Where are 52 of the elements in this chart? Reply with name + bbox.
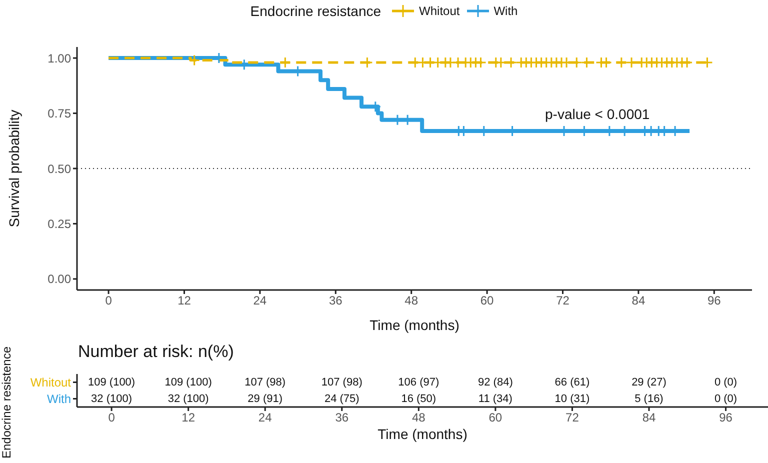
x-tick-label: 36: [335, 410, 349, 425]
text: 109 (100): [88, 376, 136, 388]
text: 0 (0): [714, 376, 738, 388]
text: 16 (50): [401, 392, 436, 405]
text: 29 (91): [248, 392, 283, 405]
y-tick-label: 0.50: [48, 162, 72, 176]
x-tick-label: 36: [328, 294, 343, 308]
x-tick-label: 84: [642, 410, 656, 425]
legend-label: Whitout: [419, 4, 460, 18]
x-tick-label: 96: [707, 294, 722, 308]
y-tick-label: 0.00: [48, 272, 72, 286]
y-axis-title: Endocrine resistence: [0, 346, 14, 459]
x-tick-label: 96: [719, 410, 733, 425]
text: 107 (98): [321, 376, 362, 388]
text: 107 (98): [244, 376, 286, 388]
y-axis-title: Survival probability: [6, 110, 22, 228]
text: 66 (61): [554, 376, 590, 388]
x-tick-label: 0: [105, 294, 112, 308]
legend-label: With: [494, 4, 518, 18]
text: 32 (100): [91, 392, 132, 405]
annotation: p-value < 0.0001: [545, 106, 650, 122]
x-tick-label: 72: [566, 410, 580, 425]
chart-title: Number at risk: n(%): [78, 342, 234, 362]
x-tick-label: 12: [182, 410, 196, 425]
y-tick-label: 0.75: [48, 106, 72, 121]
x-tick-label: 0: [108, 410, 116, 425]
x-tick-label: 84: [632, 294, 646, 308]
legend-title: Endocrine resistance: [250, 3, 382, 19]
text: 24 (75): [324, 392, 360, 405]
text: 29 (27): [632, 376, 666, 388]
x-axis-title: Time (months): [378, 426, 468, 442]
x-axis-title: Time (months): [370, 317, 460, 333]
text: 0 (0): [714, 392, 738, 405]
x-tick-label: 24: [258, 410, 272, 425]
x-tick-label: 60: [488, 410, 502, 425]
text: 10 (31): [554, 392, 590, 405]
x-tick-label: 48: [412, 410, 426, 425]
text: 11 (34): [478, 392, 512, 405]
text: 5 (16): [634, 392, 664, 405]
y-tick-label: 0.25: [48, 216, 72, 231]
text: 106 (97): [398, 376, 440, 388]
y-tick-label: Whitout: [30, 375, 72, 390]
x-tick-label: 24: [253, 294, 267, 308]
x-tick-label: 48: [404, 294, 418, 308]
text: 109 (100): [164, 376, 212, 388]
y-tick-label: With: [47, 392, 71, 406]
x-tick-label: 12: [178, 294, 192, 308]
x-tick-label: 60: [480, 294, 494, 308]
x-tick-label: 72: [556, 294, 570, 308]
text: 32 (100): [168, 392, 209, 405]
y-tick-label: 1.00: [48, 51, 72, 66]
text: 92 (84): [478, 376, 513, 388]
